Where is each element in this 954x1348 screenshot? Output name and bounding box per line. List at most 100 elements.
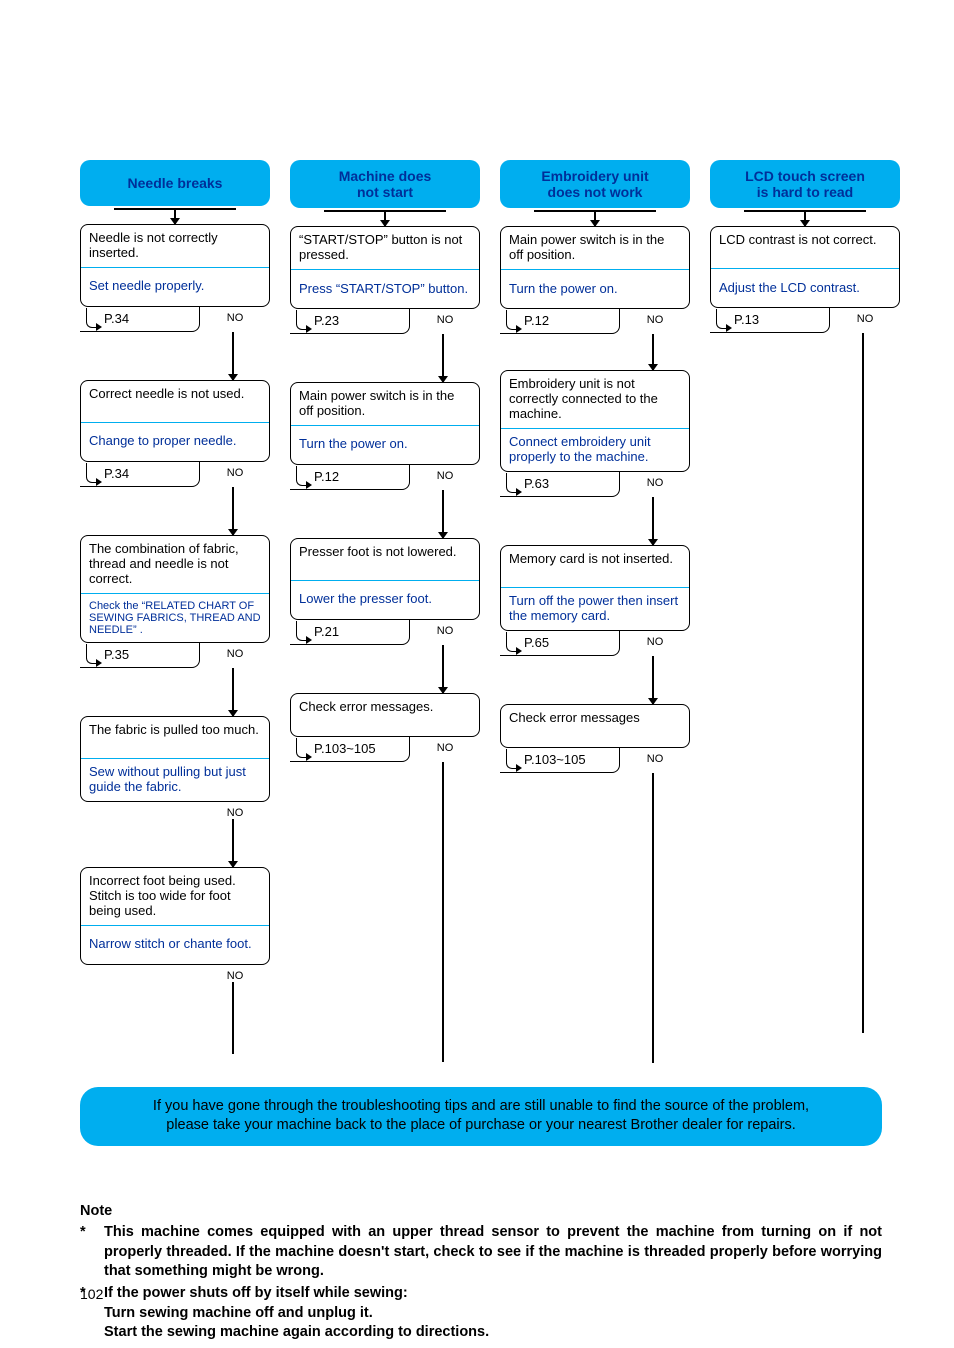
cause-text: Check error messages. (291, 694, 479, 736)
ref-row: P.103~105 NO (500, 747, 690, 773)
cause-text: “START/STOP” button is not pressed. (291, 227, 479, 270)
ref-row: P.103~105 NO (290, 736, 480, 762)
col-machine-does-not-start: Machine doesnot start “START/STOP” butto… (290, 160, 480, 1062)
solution-text: Turn the power on. (501, 270, 689, 308)
footer-line2: please take your machine back to the pla… (166, 1117, 795, 1133)
flow-step: Incorrect foot being used. Stitch is too… (80, 867, 270, 965)
flow-step: LCD contrast is not correct. Adjust the … (710, 226, 900, 308)
connector (384, 208, 386, 226)
no-label: NO (620, 471, 690, 489)
cause-text: Correct needle is not used. (81, 381, 269, 423)
flow-step: Check error messages. (290, 693, 480, 737)
page-ref: P.13 (710, 307, 830, 333)
cause-text: Needle is not correctly inserted. (81, 225, 269, 268)
page-ref: P.12 (500, 308, 620, 334)
flow-step: Embroidery unit is not correctly connect… (500, 370, 690, 472)
connector (174, 206, 176, 224)
no-label: NO (410, 308, 480, 326)
solution-text: Turn the power on. (291, 426, 479, 464)
page-ref: P.34 (80, 461, 200, 487)
cause-text: Main power switch is in the off position… (291, 383, 479, 426)
solution-text: Sew without pulling but just guide the f… (81, 759, 269, 801)
ref-row: P.65 NO (500, 630, 690, 656)
tail-line (652, 773, 654, 1063)
no-label: NO (410, 736, 480, 754)
down-arrow-icon (442, 334, 444, 382)
no-label: NO (200, 801, 270, 819)
cause-text: Presser foot is not lowered. (291, 539, 479, 581)
page-ref: P.12 (290, 464, 410, 490)
troubleshooting-columns: Needle breaks Needle is not correctly in… (80, 160, 882, 1063)
cause-text: Embroidery unit is not correctly connect… (501, 371, 689, 429)
ref-row: P.21 NO (290, 619, 480, 645)
solution-text: Turn off the power then insert the memor… (501, 588, 689, 630)
ref-row: P.35 NO (80, 642, 270, 668)
page-ref: P.34 (80, 306, 200, 332)
tail-line (232, 982, 234, 1054)
down-arrow-icon (652, 334, 654, 370)
page-ref: P.21 (290, 619, 410, 645)
asterisk-icon: * (80, 1223, 90, 1282)
footer-bubble: If you have gone through the troubleshoo… (80, 1087, 882, 1146)
no-label: NO (410, 464, 480, 482)
solution-text: Check the “RELATED CHART OF SEWING FABRI… (81, 594, 269, 642)
flow-step: The combination of fabric, thread and ne… (80, 535, 270, 643)
page-number: 102 (80, 1286, 103, 1302)
col-header: LCD touch screenis hard to read (710, 160, 900, 208)
ref-row: P.13 NO (710, 307, 900, 333)
solution-text: Adjust the LCD contrast. (711, 269, 899, 307)
footer-line1: If you have gone through the troubleshoo… (153, 1098, 809, 1114)
no-label: NO (200, 461, 270, 479)
cause-text: Incorrect foot being used. Stitch is too… (81, 868, 269, 926)
down-arrow-icon (442, 490, 444, 538)
note-text: This machine comes equipped with an uppe… (104, 1223, 882, 1282)
col-header: Embroidery unitdoes not work (500, 160, 690, 208)
note-item: * If the power shuts off by itself while… (80, 1284, 882, 1343)
solution-text: Change to proper needle. (81, 423, 269, 461)
connector (594, 208, 596, 226)
col-needle-breaks: Needle breaks Needle is not correctly in… (80, 160, 270, 1054)
cause-text: LCD contrast is not correct. (711, 227, 899, 269)
no-label: NO (620, 308, 690, 326)
no-label: NO (200, 642, 270, 660)
ref-row: P.34 NO (80, 306, 270, 332)
down-arrow-icon (442, 645, 444, 693)
ref-row: P.23 NO (290, 308, 480, 334)
solution-text: Narrow stitch or chante foot. (81, 926, 269, 964)
flow-step: “START/STOP” button is not pressed. Pres… (290, 226, 480, 309)
flow-step: Memory card is not inserted. Turn off th… (500, 545, 690, 631)
col-header: Needle breaks (80, 160, 270, 206)
down-arrow-icon (232, 668, 234, 716)
page-ref: P.23 (290, 308, 410, 334)
ref-row: P.63 NO (500, 471, 690, 497)
solution-text: Lower the presser foot. (291, 581, 479, 619)
page-ref: P.103~105 (500, 747, 620, 773)
page-ref: P.65 (500, 630, 620, 656)
solution-text: Press “START/STOP” button. (291, 270, 479, 308)
page-ref: P.35 (80, 642, 200, 668)
cause-text: The combination of fabric, thread and ne… (81, 536, 269, 594)
cause-text: Check error messages (501, 705, 689, 747)
page-ref: P.63 (500, 471, 620, 497)
down-arrow-icon (232, 819, 234, 867)
flow-step: Needle is not correctly inserted. Set ne… (80, 224, 270, 307)
flow-step: Presser foot is not lowered. Lower the p… (290, 538, 480, 620)
cause-text: Memory card is not inserted. (501, 546, 689, 588)
tail-line (862, 333, 864, 1033)
no-label: NO (410, 619, 480, 637)
col-embroidery-unit: Embroidery unitdoes not work Main power … (500, 160, 690, 1063)
ref-row: NO (80, 964, 270, 982)
ref-row: P.12 NO (500, 308, 690, 334)
col-lcd-touch-screen: LCD touch screenis hard to read LCD cont… (710, 160, 900, 1033)
no-label: NO (620, 630, 690, 648)
down-arrow-icon (232, 487, 234, 535)
connector (804, 208, 806, 226)
flow-step: Main power switch is in the off position… (290, 382, 480, 465)
flow-step: Correct needle is not used. Change to pr… (80, 380, 270, 462)
no-label: NO (830, 307, 900, 325)
col-header: Machine doesnot start (290, 160, 480, 208)
down-arrow-icon (232, 332, 234, 380)
page-ref: P.103~105 (290, 736, 410, 762)
ref-row: NO (80, 801, 270, 819)
solution-text: Connect embroidery unit properly to the … (501, 429, 689, 471)
